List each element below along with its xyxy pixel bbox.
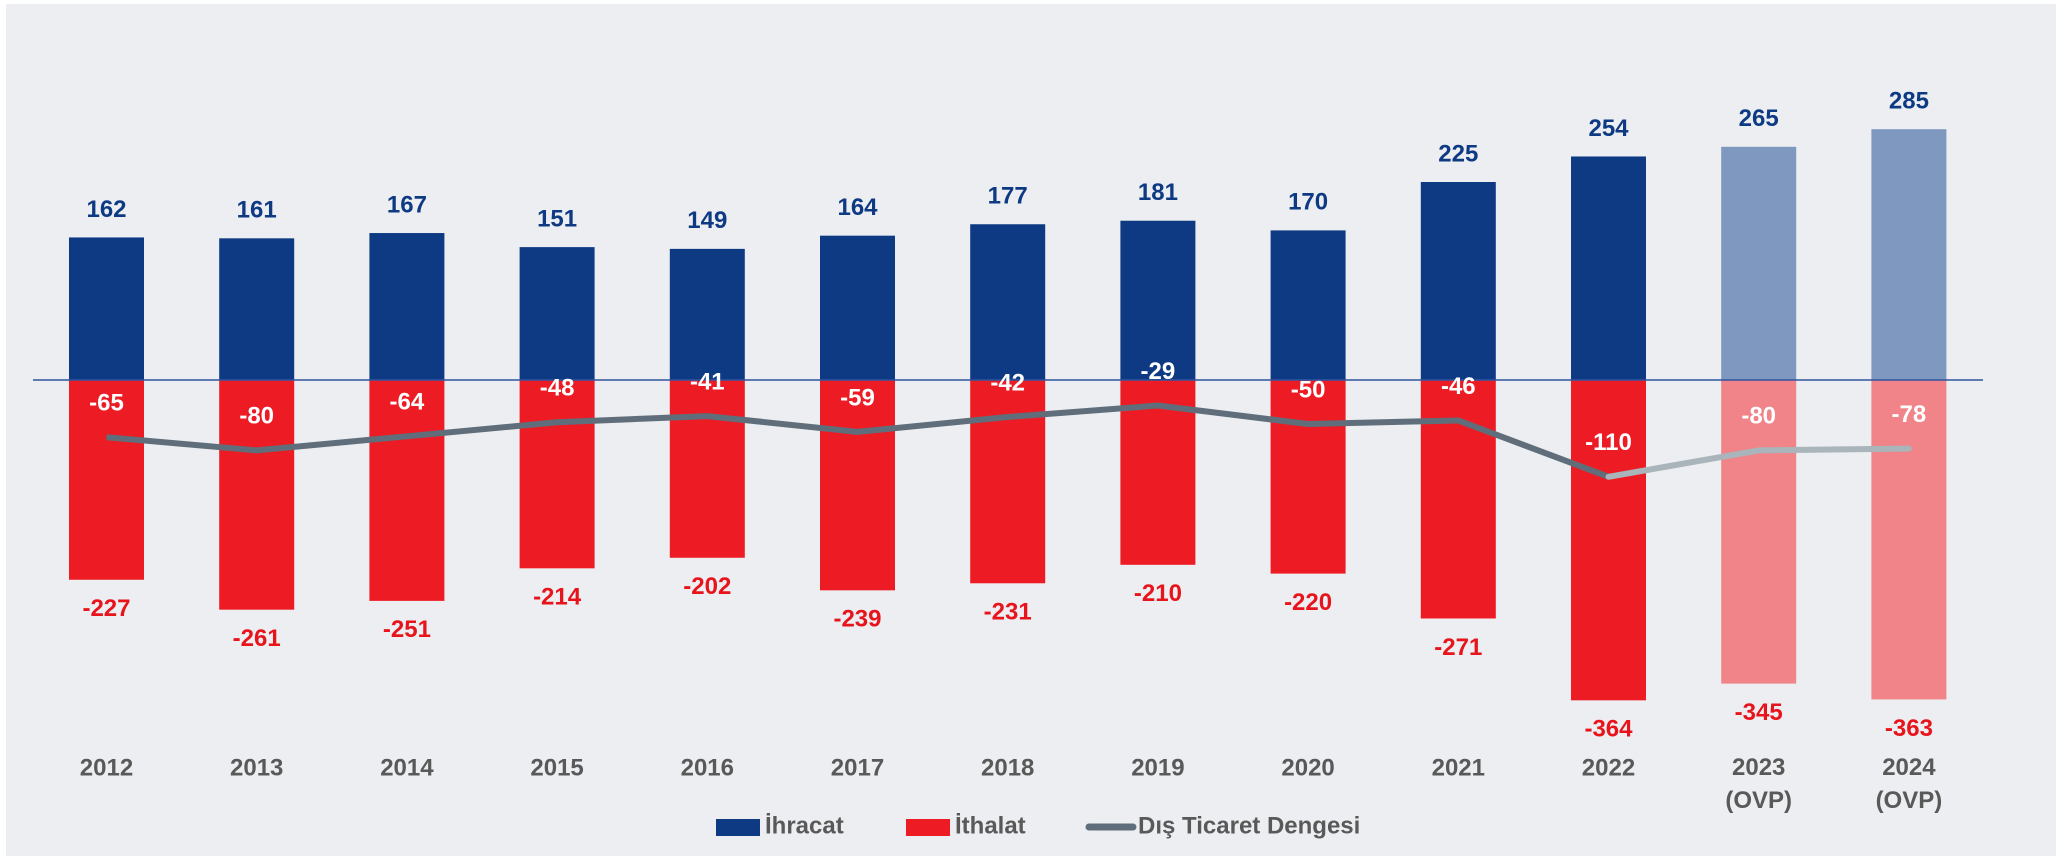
bar: [1571, 156, 1646, 380]
data-label: -110: [1585, 429, 1632, 456]
data-label: -41: [690, 368, 725, 395]
data-label: 225: [1438, 140, 1478, 167]
data-label: 164: [837, 194, 878, 221]
bar: [1420, 182, 1496, 380]
bar: [1721, 380, 1797, 684]
bar: [519, 247, 595, 380]
bar: [820, 380, 895, 591]
data-label: 161: [237, 197, 277, 224]
data-label: -46: [1441, 373, 1476, 400]
bar: [1721, 146, 1797, 380]
bar: [1420, 380, 1496, 619]
x-tick-label: 2012: [80, 754, 133, 781]
data-label: 151: [537, 205, 577, 232]
legend-label: Dış Ticaret Dengesi: [1138, 812, 1360, 839]
data-label: 162: [86, 196, 126, 223]
x-tick-label: 2023 (OVP): [1725, 754, 1792, 814]
x-tick-label: 2016: [681, 754, 734, 781]
line-segment: [1755, 445, 1912, 454]
data-label: -220: [1284, 589, 1332, 616]
data-label: -364: [1584, 716, 1633, 743]
bar: [1571, 380, 1646, 701]
bar: [519, 380, 595, 569]
x-tick-label: 2014: [380, 754, 434, 781]
data-label: -227: [82, 595, 130, 622]
data-label: -80: [1741, 403, 1776, 430]
bar: [1120, 220, 1196, 380]
data-label: -271: [1434, 634, 1482, 661]
data-label: 254: [1588, 115, 1629, 142]
legend-label: İhracat: [765, 812, 844, 839]
data-label: -50: [1291, 376, 1326, 403]
bar: [1871, 129, 1947, 380]
bar: [669, 380, 745, 558]
data-label: -214: [533, 584, 582, 611]
data-label: -231: [984, 599, 1032, 626]
data-label: -251: [383, 616, 431, 643]
data-label: -64: [390, 389, 425, 416]
bar: [970, 224, 1046, 380]
bar: [369, 380, 445, 601]
data-label: -80: [239, 403, 274, 430]
bar: [1871, 380, 1947, 700]
data-label: 167: [387, 191, 427, 218]
data-label: -42: [990, 369, 1025, 396]
legend-swatch: [716, 819, 760, 836]
data-label: -48: [540, 375, 575, 402]
data-label: 265: [1739, 105, 1779, 132]
bar: [820, 235, 895, 380]
bar: [219, 380, 295, 610]
data-label: -78: [1892, 401, 1927, 428]
x-tick-label: 2020: [1281, 754, 1334, 781]
data-label: 149: [687, 207, 727, 234]
data-label: 181: [1138, 179, 1178, 206]
bar: [669, 248, 745, 380]
line-segment: [1605, 447, 1762, 480]
bar: [219, 238, 295, 380]
bar: [369, 233, 445, 380]
data-label: -210: [1134, 580, 1182, 607]
data-label: 177: [988, 183, 1028, 210]
data-label: -65: [89, 390, 124, 417]
x-tick-label: 2021: [1432, 754, 1485, 781]
x-tick-label: 2019: [1131, 754, 1184, 781]
data-label: -29: [1141, 358, 1176, 385]
data-label: -261: [233, 625, 281, 652]
x-tick-label: 2015: [530, 754, 583, 781]
x-tick-label: 2022: [1582, 754, 1635, 781]
legend-label: İthalat: [955, 812, 1026, 839]
x-tick-label: 2013: [230, 754, 283, 781]
data-label: -363: [1885, 715, 1933, 742]
bar: [1270, 230, 1346, 380]
data-label: -59: [840, 384, 875, 411]
bar: [970, 380, 1046, 584]
data-label: -239: [833, 606, 881, 633]
data-label: 170: [1288, 189, 1328, 216]
x-tick-label: 2024 (OVP): [1876, 754, 1943, 814]
bar: [1270, 380, 1346, 574]
data-label: -202: [683, 573, 731, 600]
x-tick-label: 2018: [981, 754, 1034, 781]
x-tick-label: 2017: [831, 754, 884, 781]
line: [106, 402, 1610, 480]
bar: [69, 380, 144, 580]
data-label: -345: [1735, 699, 1783, 726]
legend-swatch: [906, 819, 950, 836]
bar: [69, 237, 144, 380]
data-label: 285: [1889, 88, 1929, 115]
